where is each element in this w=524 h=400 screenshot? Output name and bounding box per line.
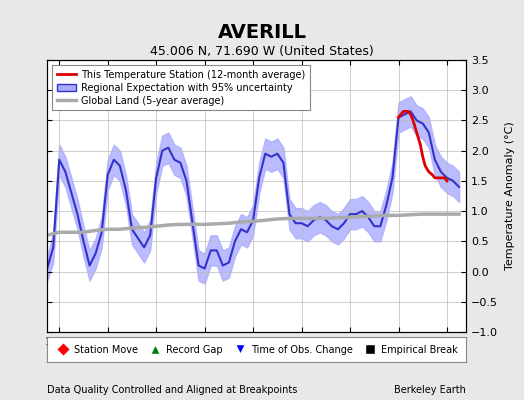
Text: AVERILL: AVERILL <box>217 22 307 42</box>
Text: Data Quality Controlled and Aligned at Breakpoints: Data Quality Controlled and Aligned at B… <box>47 385 298 395</box>
Legend: Station Move, Record Gap, Time of Obs. Change, Empirical Break: Station Move, Record Gap, Time of Obs. C… <box>56 344 458 354</box>
Text: 45.006 N, 71.690 W (United States): 45.006 N, 71.690 W (United States) <box>150 46 374 58</box>
Text: Berkeley Earth: Berkeley Earth <box>395 385 466 395</box>
Y-axis label: Temperature Anomaly (°C): Temperature Anomaly (°C) <box>505 122 515 270</box>
Legend: This Temperature Station (12-month average), Regional Expectation with 95% uncer: This Temperature Station (12-month avera… <box>52 65 310 110</box>
